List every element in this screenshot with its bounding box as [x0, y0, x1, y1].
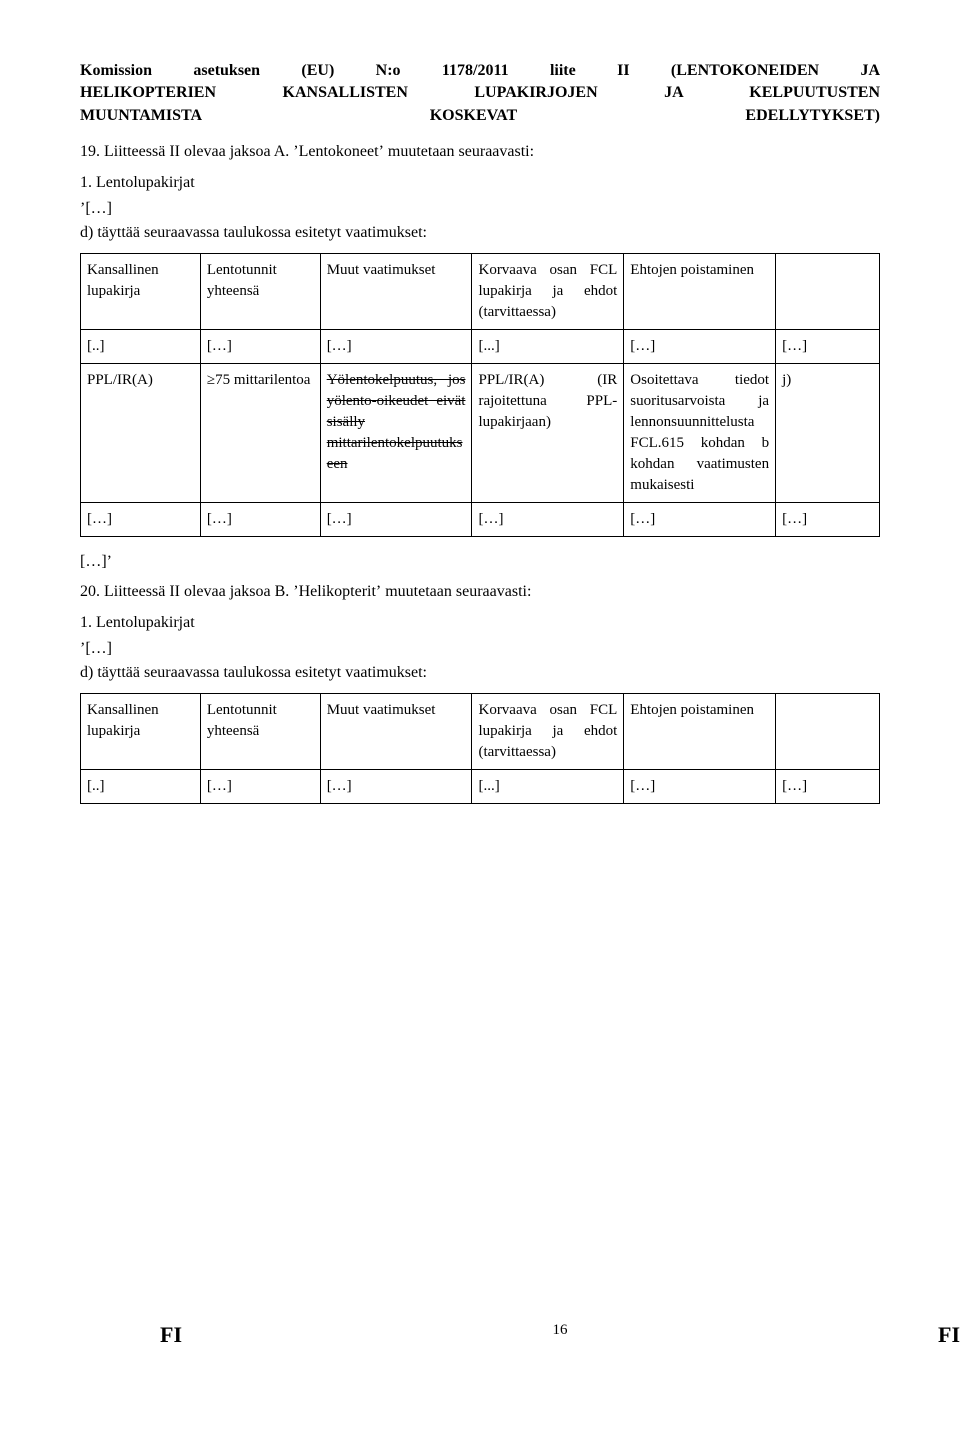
table-cell: […] [200, 329, 320, 363]
footer-right: FI [938, 1320, 960, 1351]
table-header-2: Lentotunnit yhteensä [200, 253, 320, 329]
section-a-heading: 1. Lentolupakirjat [80, 172, 880, 194]
table-header-1: Kansallinen lupakirja [81, 693, 201, 769]
section-a-bracket: ʼ[…] [80, 198, 880, 220]
table-cell: […] [200, 502, 320, 536]
table-cell: […] [776, 769, 880, 803]
table-row: Kansallinen lupakirja Lentotunnit yhteen… [81, 253, 880, 329]
table-header-4: Korvaava osan FCL lupakirja ja ehdot (ta… [472, 253, 624, 329]
table-cell: […] [320, 769, 472, 803]
table-cell: [..] [81, 769, 201, 803]
table-cell: […] [624, 769, 776, 803]
table-row: [..] […] […] [...] […] […] [81, 769, 880, 803]
title-line-2: HELIKOPTERIEN KANSALLISTEN LUPAKIRJOJEN … [80, 82, 880, 104]
table-cell: […] [81, 502, 201, 536]
table-cell: [...] [472, 329, 624, 363]
after-table-1: […]ʼ [80, 551, 880, 573]
table-2: Kansallinen lupakirja Lentotunnit yhteen… [80, 693, 880, 804]
section-b-intro: 20. Liitteessä II olevaa jaksoa B. ʼHeli… [80, 581, 880, 603]
table-cell: […] [624, 502, 776, 536]
strikethrough-text: Yölentokelpuutus, jos yölento-oikeudet e… [327, 372, 466, 472]
section-a-lead: d) täyttää seuraavassa taulukossa esitet… [80, 222, 880, 244]
title-line-1: Komission asetuksen (EU) N:o 1178/2011 l… [80, 60, 880, 82]
table-header-5: Ehtojen poistaminen [624, 693, 776, 769]
table-cell: [...] [472, 769, 624, 803]
section-b-bracket: ʼ[…] [80, 638, 880, 660]
table-cell: ≥75 mittarilentoa [200, 363, 320, 502]
table-cell: [..] [81, 329, 201, 363]
table-cell: Osoitettava tiedot suoritusarvoista ja l… [624, 363, 776, 502]
table-cell: […] [200, 769, 320, 803]
table-cell: Yölentokelpuutus, jos yölento-oikeudet e… [320, 363, 472, 502]
table-header-6 [776, 253, 880, 329]
table-header-1: Kansallinen lupakirja [81, 253, 201, 329]
section-b-heading: 1. Lentolupakirjat [80, 612, 880, 634]
section-b-lead: d) täyttää seuraavassa taulukossa esitet… [80, 662, 880, 684]
document-title: Komission asetuksen (EU) N:o 1178/2011 l… [80, 60, 880, 127]
table-cell: […] [320, 329, 472, 363]
table-row: […] […] […] […] […] […] [81, 502, 880, 536]
table-cell: j) [776, 363, 880, 502]
footer-left: FI [160, 1320, 182, 1351]
table-1: Kansallinen lupakirja Lentotunnit yhteen… [80, 253, 880, 537]
table-cell: […] [320, 502, 472, 536]
table-header-5: Ehtojen poistaminen [624, 253, 776, 329]
footer-page-number: 16 [553, 1320, 568, 1351]
table-header-2: Lentotunnit yhteensä [200, 693, 320, 769]
section-a-intro: 19. Liitteessä II olevaa jaksoa A. ʼLent… [80, 141, 880, 163]
table-cell: […] [776, 329, 880, 363]
table-cell: […] [472, 502, 624, 536]
table-row: [..] […] […] [...] […] […] [81, 329, 880, 363]
table-cell: PPL/IR(A) [81, 363, 201, 502]
table-header-4: Korvaava osan FCL lupakirja ja ehdot (ta… [472, 693, 624, 769]
table-row: PPL/IR(A) ≥75 mittarilentoa Yölentokelpu… [81, 363, 880, 502]
table-cell: […] [624, 329, 776, 363]
table-row: Kansallinen lupakirja Lentotunnit yhteen… [81, 693, 880, 769]
table-header-3: Muut vaatimukset [320, 253, 472, 329]
page-footer: FI 16 FI [80, 1320, 960, 1351]
table-header-6 [776, 693, 880, 769]
table-header-3: Muut vaatimukset [320, 693, 472, 769]
table-cell: PPL/IR(A) (IR rajoitettuna PPL-lupakirja… [472, 363, 624, 502]
title-line-3: MUUNTAMISTA KOSKEVAT EDELLYTYKSET) [80, 105, 880, 127]
table-cell: […] [776, 502, 880, 536]
